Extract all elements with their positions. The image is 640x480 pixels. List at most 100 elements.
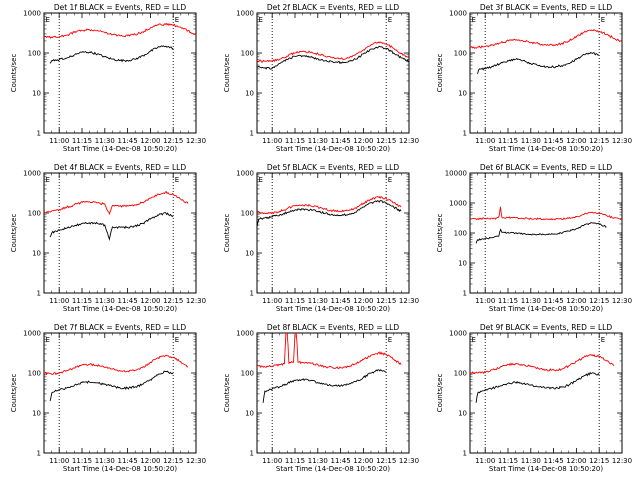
x-tick-label: 11:15 (498, 297, 518, 305)
x-tick-label: 11:30 (308, 137, 328, 145)
y-tick-label: 100 (28, 50, 41, 58)
series-events-line (262, 369, 387, 403)
x-tick-label: 12:00 (353, 457, 373, 465)
chart-title: Det 2f BLACK = Events, RED = LLD (267, 3, 400, 12)
x-tick-label: 11:15 (498, 137, 518, 145)
x-tick-label: 11:45 (544, 297, 564, 305)
y-tick-label: 10000 (445, 170, 467, 178)
series-lld-line (44, 190, 189, 216)
chart-title: Det 4f BLACK = Events, RED = LLD (54, 163, 187, 172)
x-tick-label: 12:00 (566, 457, 586, 465)
x-axis-label: Start Time (14-Dec-08 10:50:20) (63, 465, 177, 473)
x-tick-label: 12:00 (140, 297, 160, 305)
y-tick-label: 1000 (449, 330, 467, 338)
x-tick-label: 11:45 (118, 457, 138, 465)
y-axis-label: Counts/sec (436, 54, 444, 93)
y-axis-label: Counts/sec (10, 54, 18, 93)
y-tick-label: 10 (458, 90, 467, 98)
y-tick-label: 1000 (23, 10, 41, 18)
x-tick-label: 11:15 (285, 297, 305, 305)
chart-title: Det 3f BLACK = Events, RED = LLD (480, 3, 613, 12)
x-tick-label: 11:45 (118, 297, 138, 305)
x-tick-label: 12:15 (589, 297, 609, 305)
y-tick-label: 1000 (236, 330, 254, 338)
x-tick-label: 12:30 (612, 457, 632, 465)
series-events-line (477, 51, 600, 75)
series-lld-line (470, 206, 622, 221)
y-tick-label: 10 (32, 410, 41, 418)
x-tick-label: 12:30 (399, 457, 419, 465)
y-tick-label: 1000 (23, 330, 41, 338)
x-tick-label: 12:15 (376, 297, 396, 305)
x-tick-label: 11:00 (475, 137, 495, 145)
x-tick-label: 11:45 (331, 297, 351, 305)
y-tick-label: 10 (458, 410, 467, 418)
eclipse-marker-label: E (46, 336, 50, 344)
x-axis-label: Start Time (14-Dec-08 10:50:20) (489, 305, 603, 313)
y-tick-label: 1 (250, 130, 254, 138)
x-tick-label: 11:45 (544, 457, 564, 465)
x-tick-label: 12:00 (353, 137, 373, 145)
x-tick-label: 11:15 (498, 457, 518, 465)
x-tick-label: 11:00 (475, 297, 495, 305)
x-tick-label: 11:15 (72, 297, 92, 305)
y-tick-label: 100 (454, 50, 467, 58)
y-tick-label: 1 (37, 290, 41, 298)
x-tick-label: 12:15 (376, 457, 396, 465)
y-tick-label: 1 (37, 450, 41, 458)
chart-panel-9: Det 9f BLACK = Events, RED = LLD 1 10 100 10… (436, 323, 632, 473)
series-lld-line (257, 333, 402, 370)
y-tick-label: 100 (454, 230, 467, 238)
series-events-line (257, 200, 402, 227)
x-tick-label: 11:45 (118, 137, 138, 145)
chart-panel-8: Det 8f BLACK = Events, RED = LLD 1 10 100 10… (223, 323, 419, 473)
x-tick-label: 12:00 (140, 137, 160, 145)
x-tick-label: 11:00 (262, 137, 282, 145)
chart-title: Det 5f BLACK = Events, RED = LLD (267, 163, 400, 172)
eclipse-marker-label: E (175, 336, 179, 344)
chart-panel-1: Det 1f BLACK = Events, RED = LLD 1 10 100 10… (10, 3, 206, 153)
y-tick-label: 100 (28, 210, 41, 218)
y-tick-label: 10 (245, 250, 254, 258)
chart-panel-3: Det 3f BLACK = Events, RED = LLD 1 10 100 10… (436, 3, 632, 153)
eclipse-marker-label: E (601, 336, 605, 344)
eclipse-marker-label: E (259, 176, 263, 184)
x-tick-label: 11:30 (95, 457, 115, 465)
y-tick-label: 100 (28, 370, 41, 378)
x-tick-label: 11:45 (331, 137, 351, 145)
x-tick-label: 11:30 (95, 137, 115, 145)
y-axis-label: Counts/sec (10, 214, 18, 253)
y-tick-label: 1000 (236, 10, 254, 18)
y-tick-label: 1 (463, 290, 467, 298)
series-events-line (257, 45, 409, 70)
y-tick-label: 100 (241, 370, 254, 378)
eclipse-marker-label: E (388, 336, 392, 344)
y-tick-label: 1000 (449, 10, 467, 18)
chart-panel-4: Det 4f BLACK = Events, RED = LLD 1 10 100 10… (10, 163, 206, 313)
y-tick-label: 10 (32, 250, 41, 258)
x-tick-label: 12:00 (566, 297, 586, 305)
series-lld-line (257, 41, 409, 63)
chart-title: Det 9f BLACK = Events, RED = LLD (480, 323, 613, 332)
chart-panel-7: Det 7f BLACK = Events, RED = LLD 1 10 100 10… (10, 323, 206, 473)
y-tick-label: 1000 (449, 200, 467, 208)
y-tick-label: 10 (245, 410, 254, 418)
eclipse-marker-label: E (601, 16, 605, 24)
x-tick-label: 12:15 (163, 297, 183, 305)
x-tick-label: 11:15 (72, 137, 92, 145)
eclipse-marker-label: E (46, 176, 50, 184)
x-tick-label: 11:00 (475, 457, 495, 465)
y-tick-label: 1 (250, 290, 254, 298)
x-tick-label: 11:00 (262, 297, 282, 305)
chart-title: Det 1f BLACK = Events, RED = LLD (54, 3, 187, 12)
y-axis-label: Counts/sec (436, 374, 444, 413)
series-lld-line (470, 353, 615, 375)
x-tick-label: 11:30 (521, 137, 541, 145)
y-tick-label: 1 (463, 450, 467, 458)
chart-panel-6: Det 6f BLACK = Events, RED = LLD 1 10 100 10… (436, 163, 632, 313)
x-tick-label: 12:30 (186, 457, 206, 465)
chart-title: Det 7f BLACK = Events, RED = LLD (54, 323, 187, 332)
eclipse-marker-label: E (388, 16, 392, 24)
eclipse-marker-label: E (472, 16, 476, 24)
x-axis-label: Start Time (14-Dec-08 10:50:20) (489, 465, 603, 473)
